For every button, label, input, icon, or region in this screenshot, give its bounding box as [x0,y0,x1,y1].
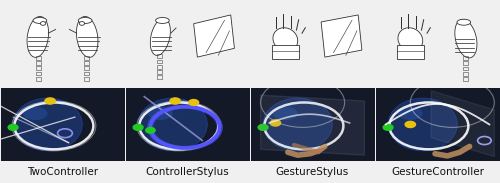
Ellipse shape [273,107,297,120]
Bar [157,54,162,58]
Bar [157,60,162,63]
Circle shape [133,124,143,130]
Bar [84,77,89,81]
Circle shape [258,124,268,130]
Ellipse shape [273,28,297,51]
Bar [36,77,42,81]
Circle shape [80,22,84,25]
Text: ControllerStylus: ControllerStylus [146,167,230,177]
Polygon shape [321,15,362,57]
Bar [463,72,468,76]
Ellipse shape [33,18,46,23]
Circle shape [146,128,155,133]
Bar [463,61,468,65]
Ellipse shape [150,18,171,55]
Ellipse shape [156,18,170,23]
Circle shape [170,98,180,104]
Bar [84,61,89,65]
Ellipse shape [76,16,98,57]
Bar [157,75,162,79]
Circle shape [8,124,18,130]
Ellipse shape [78,18,92,23]
Circle shape [383,124,393,130]
Ellipse shape [398,28,422,51]
Ellipse shape [457,19,470,25]
Circle shape [45,98,56,104]
Text: TwoController: TwoController [27,167,98,177]
Text: GestureController: GestureController [391,167,484,177]
Polygon shape [432,91,494,157]
Ellipse shape [27,16,48,57]
Ellipse shape [148,107,172,120]
Ellipse shape [455,19,477,58]
Polygon shape [194,15,234,57]
Bar [463,67,468,70]
Polygon shape [260,95,364,155]
Ellipse shape [398,107,422,120]
Circle shape [405,121,415,128]
Bar [84,56,89,60]
Bar [463,56,468,60]
Circle shape [270,120,280,126]
Ellipse shape [388,98,458,151]
Circle shape [40,22,46,25]
Circle shape [188,100,198,105]
Bar [36,66,42,70]
Bar [272,45,298,59]
Bar [84,66,89,70]
Text: GestureStylus: GestureStylus [276,167,349,177]
Bar [36,56,42,60]
Bar [157,70,162,74]
Bar [157,65,162,69]
Bar [84,72,89,75]
Ellipse shape [23,107,48,120]
Bar [36,61,42,65]
Bar [397,45,423,59]
Ellipse shape [138,98,207,151]
Ellipse shape [13,98,82,151]
Bar [463,77,468,81]
Ellipse shape [263,98,332,151]
Bar [36,72,42,75]
